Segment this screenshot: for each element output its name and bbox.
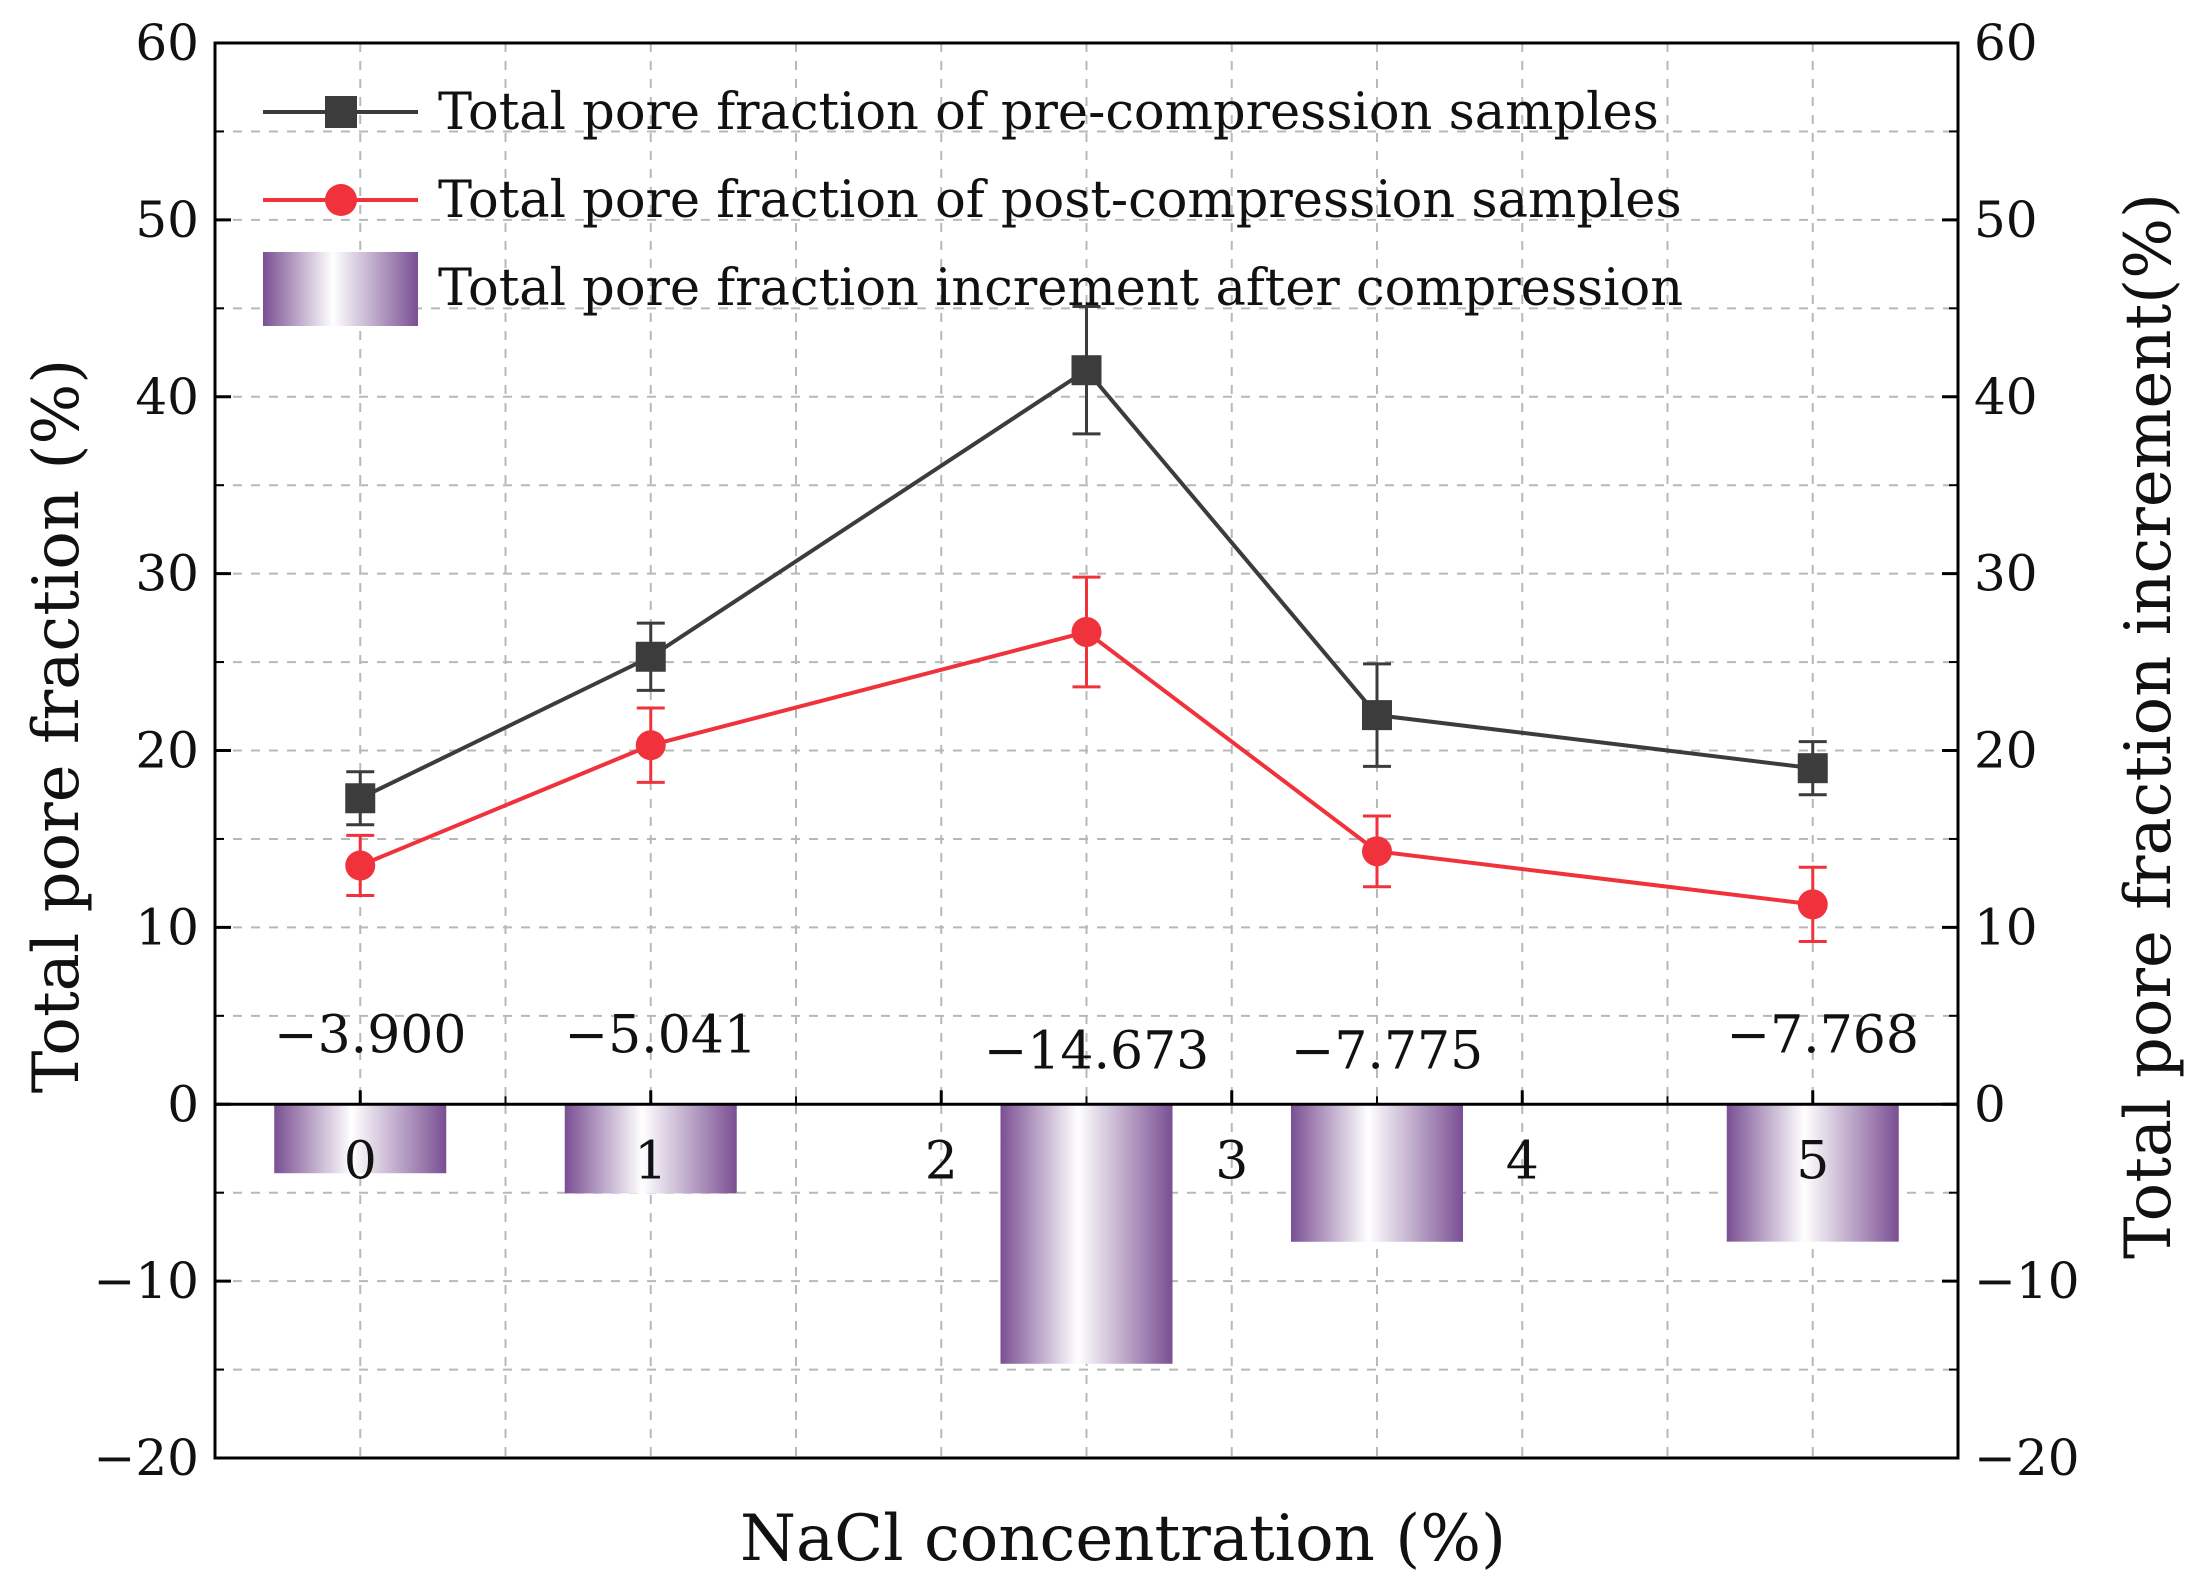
y-tick-label-left: 60 — [135, 14, 199, 72]
y-tick-label-left: 40 — [135, 368, 199, 426]
bar-value-label: −5.041 — [565, 1005, 757, 1065]
data-point-square — [635, 641, 666, 672]
y-tick-label-right: 20 — [1974, 722, 2038, 780]
x-tick-label: 3 — [1215, 1131, 1248, 1191]
y-tick-label-left: 20 — [135, 722, 199, 780]
increment-bar — [1291, 1104, 1463, 1242]
data-point-square — [1362, 700, 1392, 731]
y-tick-label-left: −10 — [93, 1252, 199, 1310]
y-tick-label-left: −20 — [93, 1429, 199, 1487]
bar-value-label: −14.673 — [984, 1021, 1210, 1081]
data-point-circle — [345, 850, 376, 881]
data-point-circle — [1071, 616, 1102, 647]
series-lines — [345, 305, 1828, 944]
y-tick-label-right: 10 — [1974, 898, 2038, 956]
x-tick-label: 1 — [634, 1131, 667, 1191]
increment-bar — [274, 1104, 447, 1174]
x-ticks: 0 1 2 3 4 5 — [344, 1131, 1830, 1191]
legend-marker-circle — [325, 184, 357, 216]
x-tick-label: 5 — [1796, 1131, 1829, 1191]
y-tick-label-right: 50 — [1974, 191, 2038, 249]
bar-value-label: −7.768 — [1727, 1005, 1919, 1065]
increment-bar — [1726, 1104, 1899, 1242]
legend-label: Total pore fraction of pre-compression s… — [438, 83, 1659, 142]
legend-label: Total pore fraction increment after comp… — [438, 259, 1683, 318]
y-tick-label-right: 0 — [1974, 1075, 2006, 1133]
increment-bar — [564, 1104, 737, 1194]
data-point-square — [1797, 753, 1828, 784]
data-point-circle — [1797, 889, 1828, 920]
y-tick-label-right: 40 — [1974, 368, 2038, 426]
y-tick-label-left: 30 — [135, 545, 199, 603]
y-ticks-right: 60 50 40 30 20 10 0 −10 −20 — [1942, 14, 2080, 1487]
x-tick-label: 4 — [1506, 1131, 1539, 1191]
x-axis-title: NaCl concentration (%) — [740, 1502, 1506, 1576]
legend-bar-swatch — [263, 252, 418, 326]
y-tick-label-left: 50 — [135, 191, 199, 249]
bar-value-label: −3.900 — [274, 1005, 466, 1065]
y-tick-label-left: 0 — [167, 1075, 199, 1133]
y-axis-title-left: Total pore fraction (%) — [20, 359, 94, 1094]
bars — [274, 1104, 1899, 1364]
increment-bar — [1000, 1104, 1173, 1364]
y-tick-label-right: 60 — [1974, 14, 2038, 72]
legend-label: Total pore fraction of post-compression … — [438, 171, 1682, 230]
data-point-square — [1071, 355, 1102, 386]
data-point-square — [345, 783, 376, 814]
y-tick-label-right: −20 — [1974, 1429, 2080, 1487]
legend: Total pore fraction of pre-compression s… — [263, 83, 1683, 326]
x-tick-label: 2 — [925, 1131, 958, 1191]
x-tick-label: 0 — [344, 1131, 377, 1191]
y-axis-title-right: Total pore fraction increment(%) — [2112, 193, 2186, 1259]
legend-marker-square — [325, 96, 357, 128]
data-point-circle — [1362, 836, 1392, 867]
zero-axis — [214, 1090, 1959, 1106]
bar-labels: −3.900 −5.041 −14.673 −7.775 −7.768 — [274, 1005, 1919, 1081]
y-ticks-left: 60 50 40 30 20 10 0 −10 −20 — [93, 14, 231, 1487]
bar-value-label: −7.775 — [1291, 1021, 1483, 1081]
data-point-circle — [635, 730, 666, 761]
y-tick-label-right: −10 — [1974, 1252, 2080, 1310]
y-tick-label-left: 10 — [135, 898, 199, 956]
y-tick-label-right: 30 — [1974, 545, 2038, 603]
